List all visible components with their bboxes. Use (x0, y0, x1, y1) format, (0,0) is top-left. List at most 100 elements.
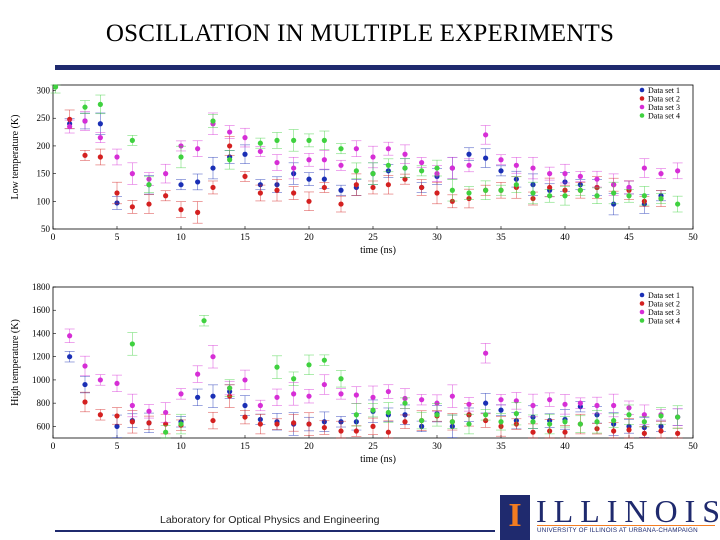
slide-title: OSCILLATION IN MULTIPLE EXPERIMENTS (105, 20, 615, 47)
data-point (466, 421, 472, 427)
data-point (385, 162, 391, 168)
data-point (594, 176, 600, 182)
legend-label: Data set 3 (648, 308, 680, 317)
data-point (67, 116, 73, 122)
data-point (257, 402, 263, 409)
data-point (257, 140, 263, 146)
data-point (210, 165, 216, 171)
legend-marker (639, 309, 645, 315)
data-point (114, 190, 120, 196)
data-point (210, 354, 216, 360)
data-point (195, 179, 201, 185)
data-point (163, 171, 169, 177)
series-data-set-2 (80, 384, 683, 439)
series-data-set-4 (50, 84, 683, 213)
data-point (242, 173, 248, 179)
data-point (129, 419, 135, 425)
data-point (658, 413, 664, 419)
x-tick-label: 10 (176, 233, 186, 243)
data-point (483, 350, 489, 356)
data-point (658, 428, 664, 434)
data-point (419, 184, 425, 191)
data-point (466, 401, 472, 407)
data-point (641, 430, 647, 436)
data-point (274, 364, 280, 370)
title-rule (55, 65, 720, 70)
data-point (483, 187, 489, 193)
data-point (513, 411, 519, 417)
x-tick-label: 50 (688, 233, 698, 243)
legend-label: Data set 1 (648, 86, 680, 95)
data-point (274, 421, 280, 427)
data-point (353, 392, 359, 398)
data-point (594, 402, 600, 409)
data-point (321, 424, 327, 431)
data-point (227, 157, 233, 163)
data-point (483, 132, 489, 138)
data-point (577, 173, 583, 179)
legend-marker (639, 113, 645, 118)
footer-lab-name: Laboratory for Optical Physics and Engin… (160, 514, 380, 526)
logo-divider (537, 525, 715, 526)
data-point (466, 162, 472, 168)
y-tick-label: 800 (37, 398, 51, 408)
data-point (611, 190, 617, 196)
chart-2: 0 5 10 15 20 25 30 35 40 45 50 600 800 1000 1200 1400 16… (10, 282, 698, 465)
logo-wordmark: ILLINOIS (536, 493, 720, 529)
data-point (291, 165, 297, 171)
data-point (530, 190, 536, 196)
data-point (321, 176, 327, 182)
data-point (498, 397, 504, 403)
data-point (370, 171, 376, 177)
x-tick-label: 25 (368, 233, 378, 243)
data-point (370, 394, 376, 400)
data-point (385, 146, 391, 152)
legend-marker (639, 292, 645, 298)
data-point (306, 176, 312, 182)
illinois-logo: I ILLINOIS UNIVERSITY OF ILLINOIS AT URB… (500, 493, 720, 540)
data-point (611, 402, 617, 409)
data-point (306, 421, 312, 427)
data-point (434, 190, 440, 196)
x-tick-label: 20 (304, 442, 314, 452)
data-point (146, 420, 152, 426)
data-point (594, 419, 600, 425)
data-point (227, 129, 233, 135)
data-point (353, 168, 359, 174)
data-point (562, 419, 568, 425)
data-point (562, 171, 568, 177)
data-point (257, 182, 263, 188)
data-point (449, 393, 455, 399)
data-point (97, 135, 103, 141)
data-point (547, 397, 553, 403)
data-point (498, 419, 504, 425)
data-point (370, 407, 376, 413)
data-point (434, 165, 440, 171)
data-point (385, 409, 391, 416)
series-data-set-4 (127, 315, 683, 439)
data-point (97, 377, 103, 383)
x-tick-label: 30 (432, 442, 442, 452)
data-point (210, 393, 216, 399)
data-point (641, 412, 647, 418)
data-point (306, 393, 312, 399)
data-point (498, 407, 504, 413)
legend-marker (639, 318, 645, 323)
legend-label: Data set 1 (648, 291, 680, 300)
data-point (530, 402, 536, 409)
data-point (353, 146, 359, 152)
data-point (178, 207, 184, 213)
data-point (274, 187, 280, 193)
data-point (82, 363, 88, 369)
data-point (274, 137, 280, 143)
data-point (353, 182, 359, 188)
data-point (178, 154, 184, 160)
data-point (498, 168, 504, 174)
data-point (146, 408, 152, 414)
data-point (370, 184, 376, 191)
legend-marker (639, 87, 645, 93)
data-point (562, 193, 568, 199)
data-point (419, 397, 425, 403)
data-point (114, 380, 120, 387)
data-point (370, 423, 376, 429)
